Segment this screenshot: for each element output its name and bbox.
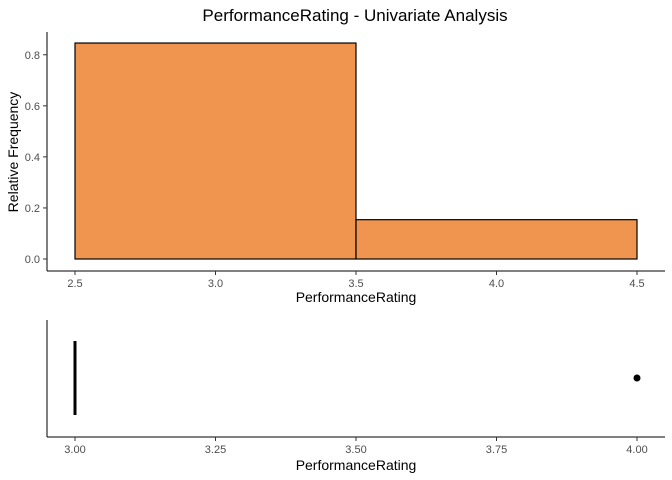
histogram-panel: 2.5 3.0 3.5 4.0 4.5 0.0 0.2 0.4 0.6 0.8 Performa…	[5, 32, 665, 305]
boxplot-outlier-point	[633, 374, 641, 382]
histogram-y-tick-label: 0.8	[25, 50, 40, 62]
histogram-bars	[74, 42, 638, 260]
histogram-x-axis-title: PerformanceRating	[296, 289, 417, 305]
histogram-y-ticks: 0.0 0.2 0.4 0.6 0.8	[25, 50, 47, 266]
histogram-x-tick-label: 3.5	[348, 278, 363, 290]
boxplot-x-axis-title: PerformanceRating	[296, 457, 417, 473]
histogram-y-axis-title: Relative Frequency	[5, 92, 21, 213]
boxplot-x-tick-label: 3.75	[486, 444, 507, 456]
histogram-x-tick-label: 3.0	[208, 278, 223, 290]
histogram-y-tick-label: 0.2	[25, 203, 40, 215]
boxplot-panel: 3.00 3.25 3.50 3.75 4.00 PerformanceRating	[46, 320, 665, 473]
histogram-bar-1	[74, 42, 357, 260]
histogram-y-tick-label: 0.0	[25, 254, 40, 266]
histogram-y-tick-label: 0.6	[25, 101, 40, 113]
boxplot-x-tick-label: 3.00	[64, 444, 85, 456]
boxplot-x-tick-label: 3.25	[205, 444, 226, 456]
histogram-y-tick-label: 0.4	[25, 152, 40, 164]
histogram-x-tick-label: 4.5	[629, 278, 644, 290]
chart-title: PerformanceRating - Univariate Analysis	[202, 6, 507, 25]
histogram-x-tick-label: 4.0	[489, 278, 504, 290]
histogram-bar-2	[355, 219, 638, 260]
histogram-x-tick-label: 2.5	[67, 278, 82, 290]
histogram-x-ticks: 2.5 3.0 3.5 4.0 4.5	[67, 271, 645, 290]
boxplot-x-tick-label: 3.50	[345, 444, 366, 456]
boxplot-x-ticks: 3.00 3.25 3.50 3.75 4.00	[64, 437, 648, 456]
boxplot-marks	[73, 341, 641, 415]
boxplot-x-tick-label: 4.00	[626, 444, 647, 456]
